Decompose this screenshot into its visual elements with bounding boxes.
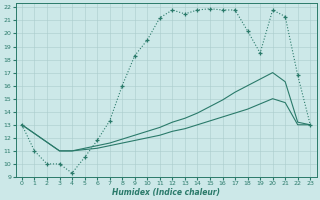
X-axis label: Humidex (Indice chaleur): Humidex (Indice chaleur) (112, 188, 220, 197)
